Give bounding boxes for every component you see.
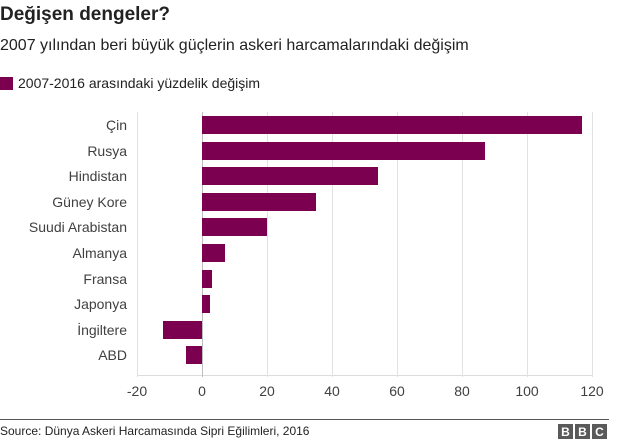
bar xyxy=(163,320,202,339)
bar xyxy=(202,269,212,288)
gridline xyxy=(397,112,398,377)
bar xyxy=(202,244,225,262)
y-category-label: ABD xyxy=(98,347,127,364)
x-axis-line xyxy=(137,375,593,376)
gridline xyxy=(332,112,333,377)
y-category-label: Güney Kore xyxy=(52,193,127,210)
bar xyxy=(202,218,267,237)
bbc-logo-letter: C xyxy=(592,424,607,439)
y-category-label: Fransa xyxy=(83,270,127,287)
x-tick-label: 100 xyxy=(515,383,539,399)
gridline xyxy=(592,112,593,377)
bar xyxy=(202,167,378,186)
y-category-label: İngiltere xyxy=(77,321,127,338)
legend-label: 2007-2016 arasındaki yüzdelik değişim xyxy=(18,75,261,91)
x-tick-label: 0 xyxy=(198,383,206,399)
y-category-label: Suudi Arabistan xyxy=(28,219,127,236)
gridline xyxy=(462,112,463,377)
y-axis-labels: Çin Rusya Hindistan Güney Kore Suudi Arabist… xyxy=(0,0,127,442)
y-category-label: Hindistan xyxy=(68,168,127,185)
x-tick-label: 40 xyxy=(324,383,340,399)
x-tick-label: 80 xyxy=(454,383,470,399)
chart-subtitle: 2007 yılından beri büyük güçlerin askeri… xyxy=(0,37,469,54)
bbc-logo: B B C xyxy=(558,424,607,439)
bar xyxy=(202,116,583,134)
bar xyxy=(202,295,211,314)
bar xyxy=(202,141,485,160)
gridline xyxy=(137,112,138,377)
bar xyxy=(202,192,316,211)
x-tick-label: 60 xyxy=(389,383,405,399)
x-tick-label: -20 xyxy=(126,383,148,399)
legend-swatch xyxy=(0,76,13,90)
footer-rule xyxy=(0,419,609,420)
bar xyxy=(185,346,202,365)
y-category-label: Japonya xyxy=(74,296,127,313)
y-category-label: Almanya xyxy=(72,245,127,261)
gridline xyxy=(527,112,528,377)
bbc-logo-letter: B xyxy=(575,424,590,439)
bbc-logo-letter: B xyxy=(558,424,573,439)
x-tick-label: 120 xyxy=(580,383,604,399)
y-category-label: Rusya xyxy=(87,142,127,159)
gridline xyxy=(267,112,268,377)
source-note: Source: Dünya Askeri Harcamasında Sipri … xyxy=(0,424,310,438)
legend: 2007-2016 arasındaki yüzdelik değişim xyxy=(0,75,260,91)
y-category-label: Çin xyxy=(105,117,127,133)
x-tick-label: 20 xyxy=(259,383,275,399)
chart-title: Değişen dengeler? xyxy=(0,4,170,25)
